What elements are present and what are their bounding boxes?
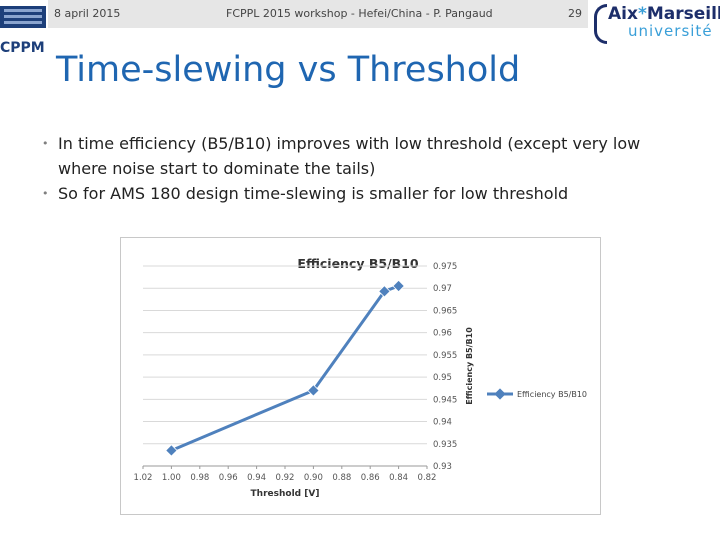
- y-tick-label: 0.955: [433, 351, 457, 361]
- y-tick-label: 0.95: [433, 373, 452, 383]
- x-tick-label: 0.82: [418, 473, 437, 483]
- bullet-text: In time efficiency (B5/B10) improves wit…: [58, 134, 641, 178]
- header-event: FCPPL 2015 workshop - Hefei/China - P. P…: [226, 7, 493, 20]
- cppm-logo-text: CPPM: [0, 40, 45, 56]
- y-tick-label: 0.94: [433, 418, 452, 428]
- cppm-logo-emblem: [0, 6, 46, 28]
- bullet-icon: •: [42, 187, 49, 200]
- header-band: [48, 0, 588, 28]
- bullet-icon: •: [42, 137, 49, 150]
- aix-marseille-logo: Aix*Marseille université: [592, 0, 720, 44]
- data-point: [378, 285, 391, 298]
- x-tick-label: 0.98: [190, 473, 209, 483]
- x-tick-label: 0.88: [332, 473, 351, 483]
- y-tick-label: 0.975: [433, 262, 457, 272]
- bullet-item: • In time efficiency (B5/B10) improves w…: [42, 131, 682, 181]
- chart-canvas: Efficiency B5/B10 0.93 0.935 0.94 0.945 0.95 0…: [134, 256, 588, 499]
- x-axis-label: Threshold [V]: [251, 489, 320, 499]
- star-icon: *: [637, 4, 647, 24]
- aix-marseille-universite: université: [628, 22, 713, 40]
- y-axis-label: Efficiency B5/B10: [465, 327, 474, 405]
- x-tick-label: 1.02: [134, 473, 153, 483]
- efficiency-chart: Efficiency B5/B10 0.93 0.935 0.94 0.945 0.95 0…: [120, 237, 601, 515]
- y-tick-label: 0.97: [433, 284, 452, 294]
- x-tick-label: 0.90: [304, 473, 323, 483]
- cppm-logo: CPPM: [0, 0, 46, 60]
- data-point: [307, 384, 320, 397]
- data-point: [392, 279, 405, 293]
- data-point: [165, 444, 178, 457]
- series-line: [170, 284, 400, 452]
- x-tick-label: 0.94: [247, 473, 266, 483]
- y-tick-label: 0.93: [433, 462, 452, 472]
- x-tick-label: 1.00: [162, 473, 181, 483]
- legend-label: Efficiency B5/B10: [517, 390, 587, 399]
- chart-title: Efficiency B5/B10: [297, 256, 418, 271]
- x-tick-label: 0.92: [276, 473, 295, 483]
- aix-marseille-name: Aix*Marseille: [608, 4, 720, 24]
- aix-marseille-bracket: [594, 4, 607, 44]
- y-tick-label: 0.965: [433, 306, 457, 316]
- x-tick-label: 0.96: [219, 473, 238, 483]
- y-tick-label: 0.945: [433, 395, 457, 405]
- x-tick-label: 0.86: [361, 473, 380, 483]
- legend-marker: [494, 388, 506, 400]
- y-tick-label: 0.96: [433, 329, 452, 339]
- page-number: 29: [568, 7, 582, 20]
- bullet-item: • So for AMS 180 design time-slewing is …: [42, 181, 682, 206]
- y-tick-label: 0.935: [433, 440, 457, 450]
- x-tick-label: 0.84: [389, 473, 408, 483]
- bullet-list: • In time efficiency (B5/B10) improves w…: [42, 131, 682, 206]
- header-date: 8 april 2015: [54, 7, 121, 20]
- slide-title: Time-slewing vs Threshold: [56, 50, 521, 90]
- bullet-text: So for AMS 180 design time-slewing is sm…: [58, 184, 569, 203]
